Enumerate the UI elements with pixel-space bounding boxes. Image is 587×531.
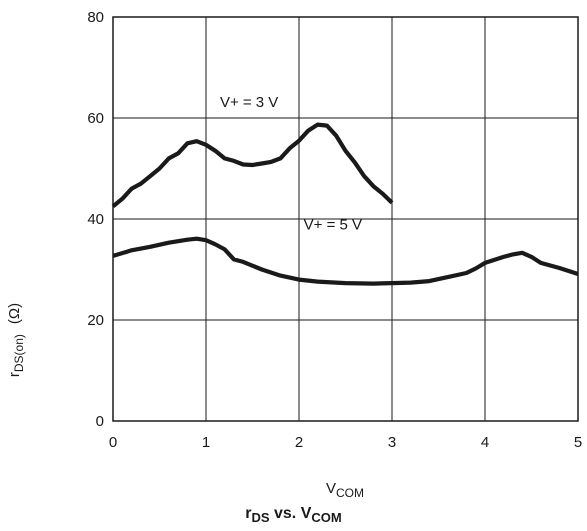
x-tick-label: 0 — [109, 434, 117, 451]
y-tick-label: 60 — [87, 110, 104, 127]
series-annotation: V+ = 5 V — [304, 217, 362, 234]
gridlines — [113, 17, 578, 421]
chart-title-b-sub: COM — [311, 510, 342, 525]
x-axis-label: VCOM — [326, 480, 364, 500]
tick-labels: 0 1 2 3 4 5 0 20 40 60 80 — [87, 9, 582, 451]
plot-frame — [112, 16, 579, 422]
x-axis-label-sub: COM — [336, 486, 365, 500]
y-axis-label-sub: DS(on) — [12, 334, 26, 373]
annotations: V+ = 3 V V+ = 5 V — [220, 94, 362, 234]
y-tick-label: 20 — [87, 312, 104, 329]
y-tick-label: 40 — [87, 211, 104, 228]
y-axis-label-unit: (Ω) — [6, 302, 23, 325]
x-tick-label: 5 — [574, 434, 582, 451]
x-tick-label: 2 — [295, 434, 303, 451]
chart-title: rDS vs. VCOM — [0, 505, 587, 525]
x-tick-label: 4 — [481, 434, 489, 451]
chart-title-a-sub: DS — [251, 510, 270, 525]
chart-title-a: r — [245, 505, 252, 522]
x-tick-label: 1 — [202, 434, 210, 451]
series-lines — [111, 122, 579, 286]
chart-title-mid: vs. V — [269, 505, 312, 522]
x-axis-label-main: V — [326, 480, 337, 497]
y-axis-label: rDS(on) (Ω) — [6, 220, 26, 460]
y-tick-label: 0 — [96, 413, 104, 430]
series-annotation: V+ = 3 V — [220, 94, 278, 111]
x-tick-label: 3 — [388, 434, 396, 451]
series-line-v3 — [111, 122, 394, 209]
y-axis-label-main: r — [6, 372, 23, 378]
series-line-v5 — [112, 236, 579, 286]
y-tick-label: 80 — [87, 9, 104, 26]
